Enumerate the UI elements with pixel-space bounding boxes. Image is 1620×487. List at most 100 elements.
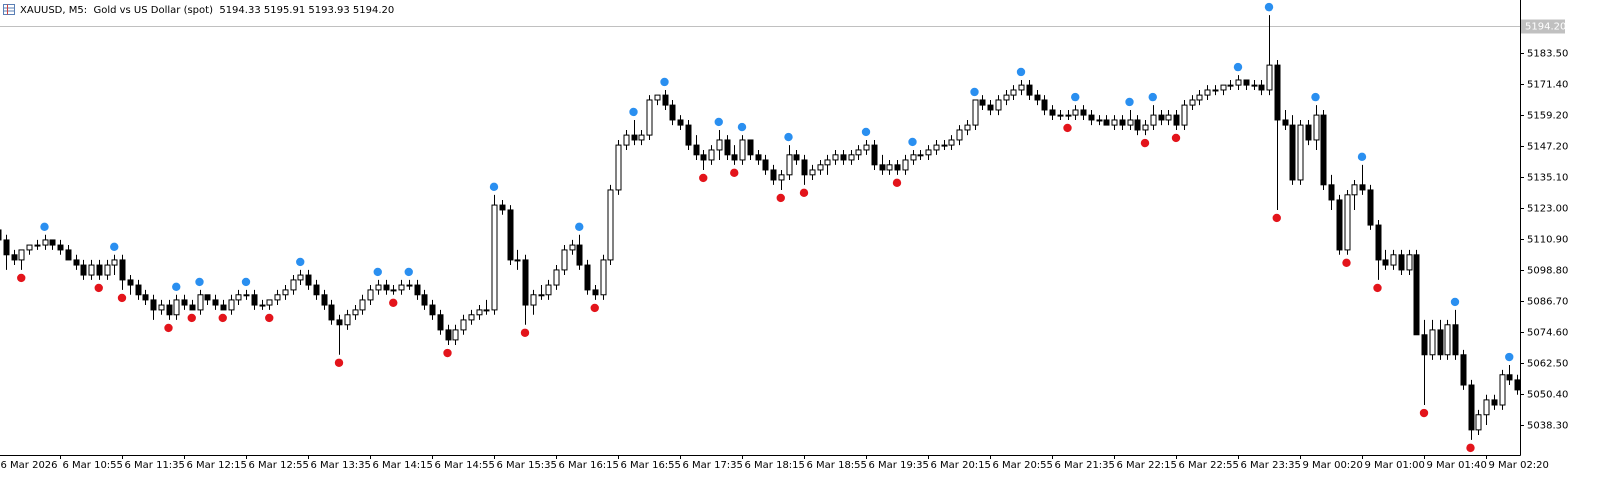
candle-body xyxy=(584,264,591,291)
candle-body xyxy=(491,204,498,311)
candle-body xyxy=(762,159,769,171)
candle-body xyxy=(158,304,165,311)
candle xyxy=(88,259,95,280)
candle-body xyxy=(1049,109,1056,116)
candle-body xyxy=(786,154,793,176)
candle xyxy=(96,259,103,280)
candle-body xyxy=(1096,119,1103,122)
candle-body xyxy=(1351,184,1358,196)
candle xyxy=(104,259,111,280)
candle-body xyxy=(1111,119,1118,126)
candle-body xyxy=(1041,99,1048,111)
candle xyxy=(1406,249,1413,276)
fractal-marker xyxy=(970,87,979,97)
candle xyxy=(1251,79,1258,90)
candle-body xyxy=(251,294,258,306)
candle-body xyxy=(1003,94,1010,101)
candle-body xyxy=(1320,114,1327,186)
candle xyxy=(127,275,134,295)
candle-body xyxy=(522,259,529,306)
candle-body xyxy=(336,319,343,326)
candle xyxy=(220,299,227,311)
candle-body xyxy=(1413,254,1420,336)
candle xyxy=(871,139,878,170)
candle xyxy=(855,145,862,160)
candle xyxy=(685,119,692,150)
candle xyxy=(1305,119,1312,146)
candle-body xyxy=(902,159,909,171)
candle-body xyxy=(414,284,421,296)
candle xyxy=(1413,249,1420,336)
x-tick-label: 6 Mar 14:15 xyxy=(373,460,433,471)
candle-body xyxy=(1018,84,1025,91)
candle xyxy=(212,294,219,310)
candle-body xyxy=(747,139,754,156)
candle xyxy=(1274,59,1281,210)
fractal-marker xyxy=(784,132,793,142)
candle xyxy=(1258,79,1265,96)
candle-body xyxy=(1165,114,1172,121)
fractal-marker xyxy=(40,222,49,232)
fractal-marker xyxy=(861,127,871,137)
candle xyxy=(305,269,312,290)
candle xyxy=(902,154,909,175)
candle-body xyxy=(42,239,49,246)
candle xyxy=(452,324,459,346)
candle-body xyxy=(731,154,738,161)
candle xyxy=(638,129,645,146)
candle xyxy=(468,309,475,325)
price-label: 5194.20 xyxy=(1525,22,1566,33)
fractal-marker xyxy=(172,282,181,291)
fractal-marker xyxy=(1140,138,1150,148)
candle xyxy=(1227,79,1234,90)
candle-body xyxy=(538,294,545,297)
candle xyxy=(1483,394,1490,426)
candle xyxy=(1297,119,1304,185)
candle-body xyxy=(530,294,537,306)
candle-body xyxy=(917,154,924,157)
candle-body xyxy=(220,304,227,311)
candle-body xyxy=(1134,119,1141,131)
candle-body xyxy=(26,244,33,251)
fractal-marker xyxy=(373,267,382,277)
candle-body xyxy=(925,149,932,156)
candle-body xyxy=(344,314,351,326)
candle-body xyxy=(1305,124,1312,141)
candle-body xyxy=(1390,254,1397,266)
candle-body xyxy=(600,259,607,296)
candle-body xyxy=(1421,334,1428,356)
candle xyxy=(1080,105,1087,120)
candle-body xyxy=(1235,79,1242,86)
x-tick-label: 6 Mar 16:15 xyxy=(559,460,619,471)
candle-body xyxy=(1375,224,1382,261)
candle-body xyxy=(173,299,180,316)
candle-body xyxy=(1274,64,1281,121)
candle-body xyxy=(1065,114,1072,117)
candle xyxy=(111,254,118,276)
candle xyxy=(1111,115,1118,130)
candle xyxy=(863,139,870,155)
candle-body xyxy=(73,259,80,266)
candle-body xyxy=(1336,199,1343,251)
candle-body xyxy=(166,304,173,316)
candle-body xyxy=(197,294,204,311)
fractal-marker xyxy=(404,267,413,277)
candle xyxy=(1220,84,1227,96)
candle xyxy=(1189,95,1196,110)
x-tick-label: 6 Mar 21:35 xyxy=(1055,460,1115,471)
candle-body xyxy=(879,164,886,171)
candle xyxy=(530,289,537,315)
candle xyxy=(1460,349,1467,390)
candle xyxy=(1398,249,1405,276)
candle xyxy=(1282,109,1289,130)
candle-body xyxy=(654,94,661,101)
fractal-marker xyxy=(389,298,398,307)
candle-body xyxy=(34,244,41,247)
candle xyxy=(553,265,560,290)
candle xyxy=(832,149,839,165)
x-tick-label: 6 Mar 2026 xyxy=(1,460,58,471)
candle-body xyxy=(3,239,10,256)
candle xyxy=(173,294,180,320)
candle xyxy=(290,275,297,295)
candle-body xyxy=(1080,109,1087,116)
